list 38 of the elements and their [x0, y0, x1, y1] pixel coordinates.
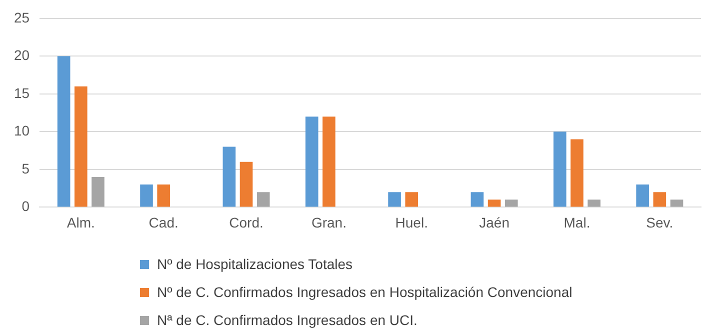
y-tick-label: 15: [14, 84, 30, 101]
bar: [636, 184, 649, 207]
x-tick-label: Huel.: [395, 214, 428, 230]
x-tick-label: Mal.: [564, 214, 590, 230]
x-tick-label: Jaén: [479, 214, 510, 230]
x-tick-label: Alm.: [66, 214, 95, 230]
bar: [74, 86, 88, 207]
bar: [222, 146, 236, 207]
bar: [240, 162, 253, 207]
bar: [256, 192, 270, 207]
y-tick-label: 5: [22, 160, 30, 176]
bar: [553, 132, 566, 207]
bar: [570, 139, 584, 207]
legend-label: Nº de Hospitalizaciones Totales: [157, 255, 353, 274]
bar: [488, 200, 501, 207]
x-tick-label: Gran.: [311, 214, 346, 230]
legend-label: Nº de C. Confirmados Ingresados en Hospitalización Convencional: [157, 283, 572, 302]
x-tick-label: Cord.: [229, 214, 264, 230]
bar: [504, 200, 518, 207]
x-tick-label: Cad.: [148, 214, 178, 230]
bar: [470, 192, 484, 207]
bar: [653, 192, 666, 207]
bar: [388, 192, 401, 207]
y-tick-label: 25: [14, 9, 30, 26]
bar: [405, 192, 418, 207]
bar: [92, 176, 104, 207]
bar: [57, 56, 70, 207]
bar: [670, 200, 684, 207]
legend-label: Nª de C. Confirmados Ingresados en UCI.: [157, 311, 418, 330]
bar: [157, 184, 170, 207]
y-tick-label: 0: [22, 198, 30, 214]
x-tick-label: Sev.: [646, 214, 674, 230]
y-tick-label: 20: [14, 47, 30, 64]
bar: [140, 184, 153, 207]
bar: [588, 200, 600, 207]
y-tick-label: 10: [14, 122, 30, 139]
bar: [305, 116, 318, 207]
bar: [322, 116, 336, 207]
